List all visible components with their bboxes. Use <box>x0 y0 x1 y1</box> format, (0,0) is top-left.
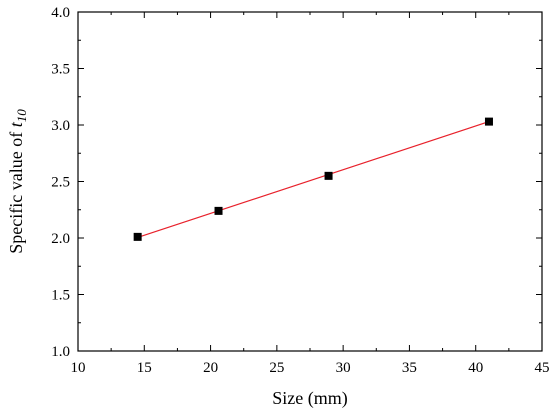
y-tick-label: 1.0 <box>51 344 70 360</box>
data-point <box>324 171 333 180</box>
y-tick-label: 2.5 <box>51 175 70 191</box>
y-tick-label: 3.0 <box>51 118 70 134</box>
data-point <box>133 232 142 241</box>
plot-frame <box>77 11 543 352</box>
data-point <box>484 117 493 126</box>
y-tick-label: 2.0 <box>51 231 70 247</box>
x-tick-label: 10 <box>71 360 86 376</box>
x-tick-label: 15 <box>137 360 152 376</box>
y-axis-title-text: Specific value of <box>6 127 26 253</box>
x-tick-label: 20 <box>203 360 218 376</box>
x-tick-label: 40 <box>468 360 483 376</box>
y-axis-title: Specific value of t10 <box>6 109 29 254</box>
x-axis-title: Size (mm) <box>272 388 347 409</box>
y-tick-label: 1.5 <box>51 288 70 304</box>
x-tick-label: 35 <box>402 360 417 376</box>
fit-line <box>137 121 490 239</box>
x-tick-label: 25 <box>269 360 284 376</box>
data-point <box>214 206 223 215</box>
y-axis-title-symbol: t <box>6 121 26 127</box>
x-tick-label: 30 <box>336 360 351 376</box>
x-tick-label: 45 <box>535 360 550 376</box>
tick-labels-layer: 10 15 20 25 30 35 40 45 1.0 1.5 2.0 2.5 3.0 3.5 4.0 <box>51 5 549 376</box>
fit-line-layer <box>137 121 490 239</box>
ticks-layer <box>77 11 543 352</box>
points-layer <box>133 117 493 241</box>
y-axis-title-subscript: 10 <box>14 109 29 123</box>
y-tick-label: 4.0 <box>51 5 70 21</box>
y-tick-label: 3.5 <box>51 62 70 78</box>
